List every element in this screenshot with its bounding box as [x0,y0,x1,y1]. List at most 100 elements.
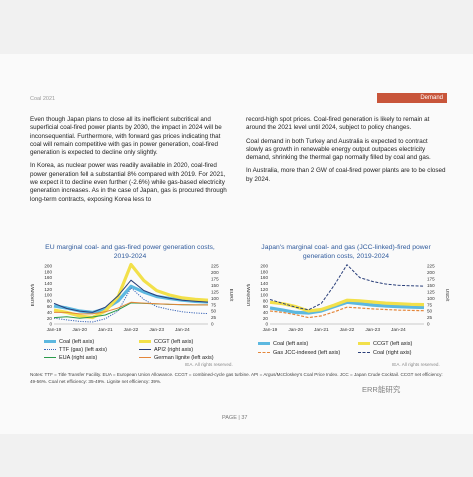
chart-source: IEA. All rights reserved. [185,362,233,367]
series-line [269,306,425,319]
legend-item: EUA (right axis) [44,355,97,361]
x-tick-label: Jan-24 [391,327,406,333]
y-tick-right: 125 [427,289,435,294]
right-column: record-high spot prices. Coal-fired gene… [246,116,446,189]
y-tick-right: 100 [211,296,219,301]
y-tick-left: 60 [263,304,269,309]
x-tick-label: Jan-23 [149,327,164,333]
y-tick-right: 225 [211,264,219,269]
legend-swatch [44,349,56,351]
legend-item: CCGT (left axis) [139,339,193,345]
legend-item: API2 (right axis) [139,347,193,353]
x-tick-label: Jan-24 [175,327,190,333]
legend-item: CCGT (left axis) [358,341,412,347]
legend-swatch [358,342,370,346]
legend-item: TTF (gas) (left axis) [44,347,107,353]
legend-swatch [44,356,56,359]
y-tick-right: 225 [427,264,435,269]
page-number: PAGE | 37 [222,415,248,421]
legend-item: German lignite (left axis) [139,355,214,361]
series-line [269,264,425,311]
x-tick-label: Jan-23 [365,327,380,333]
legend-label: Coal (right axis) [373,350,412,356]
watermark-logo: ERR能研究 [362,385,401,394]
x-tick-label: Jan-19 [263,327,278,333]
y-tick-left: 20 [47,316,53,321]
y-tick-right: 200 [211,270,219,275]
legend-label: Coal (left axis) [273,341,309,347]
legend-swatch [139,348,151,351]
chart-title-line: 2019-2024 [113,252,147,260]
eu-cost-chart: EUR/MWh EUR/t0204060801001201401601802000… [30,262,234,333]
eu-chart-legend: Coal (left axis) CCGT (left axis) TTF (g… [44,339,234,367]
y-tick-right: 25 [427,315,433,320]
legend-swatch [358,352,370,354]
japan-chart-legend: Coal (left axis) CCGT (left axis) Gas JC… [258,341,448,361]
x-tick-label: Jan-21 [314,327,329,333]
y-axis-left-label: USD/MWh [246,283,252,306]
y-tick-left: 80 [263,298,269,303]
y-tick-right: 0 [427,322,430,327]
y-tick-right: 25 [211,315,217,320]
y-tick-left: 80 [47,298,53,303]
paragraph: Coal demand in both Turkey and Australia… [246,137,431,162]
series-line [53,262,209,320]
y-tick-right: 100 [427,296,435,301]
legend-swatch [258,352,270,354]
y-tick-left: 0 [49,322,52,327]
y-tick-left: 60 [47,304,53,309]
japan-cost-chart: USD/MWh USD/t0204060801001201401601802000… [246,264,450,333]
y-tick-left: 140 [260,281,268,286]
legend-swatch [139,340,151,344]
chart-title-line: EU marginal coal- and gas-fired power ge… [45,244,215,251]
y-tick-left: 160 [260,275,268,280]
legend-swatch [44,340,56,344]
x-tick-label: Jan-22 [124,327,139,333]
y-tick-left: 160 [44,275,52,280]
y-tick-left: 120 [44,287,52,292]
y-tick-left: 0 [265,322,268,327]
legend-item: Coal (left axis) [258,341,308,347]
legend-item: Coal (right axis) [358,350,412,356]
legend-label: Gas JCC-indexed (left axis) [273,350,341,356]
chart-title-eu: EU marginal coal- and gas-fired power ge… [30,244,230,261]
x-tick-label: Jan-21 [98,327,113,333]
y-tick-left: 180 [44,269,52,274]
y-tick-left: 120 [260,287,268,292]
y-tick-left: 200 [260,264,268,269]
y-tick-right: 150 [427,283,435,288]
paragraph: Even though Japan plans to close all its… [30,116,222,157]
y-axis-right-label: EUR/t [228,289,234,302]
x-tick-label: Jan-19 [47,327,62,333]
x-tick-label: Jan-20 [72,327,87,333]
series-line [53,287,209,323]
y-tick-left: 100 [260,293,268,298]
legend-label: CCGT (left axis) [154,339,194,345]
chart-source: IEA. All rights reserved. [392,362,440,367]
legend-label: API2 (right axis) [154,347,194,353]
paragraph: record-high spot prices. Coal-fired gene… [246,116,430,132]
y-tick-left: 140 [44,281,52,286]
running-title: Coal 2021 [30,96,56,102]
paragraph: In Korea, as nuclear power was readily a… [30,162,227,203]
y-axis-right-label: USD/t [444,289,450,302]
left-column: Even though Japan plans to close all its… [30,116,230,209]
legend-swatch [258,342,270,346]
y-tick-left: 180 [260,269,268,274]
y-tick-right: 150 [211,283,219,288]
series-line [269,298,425,313]
chart-title-japan: Japan's marginal coal- and gas (JCC-link… [246,244,446,261]
legend-swatch [139,356,151,359]
x-tick-label: Jan-20 [288,327,303,333]
y-tick-left: 200 [44,264,52,269]
y-tick-right: 50 [211,309,217,314]
legend-label: German lignite (left axis) [154,355,214,361]
y-tick-right: 0 [211,322,214,327]
legend-item: Gas JCC-indexed (left axis) [258,350,340,356]
chart-notes: Notes: TTF = Title Transfer Facility. EU… [30,372,443,384]
legend-label: Coal (left axis) [59,339,95,345]
y-tick-left: 20 [263,316,269,321]
section-tag: Demand [377,93,447,103]
y-axis-left-label: EUR/MWh [30,283,36,306]
legend-item: Coal (left axis) [44,339,94,345]
